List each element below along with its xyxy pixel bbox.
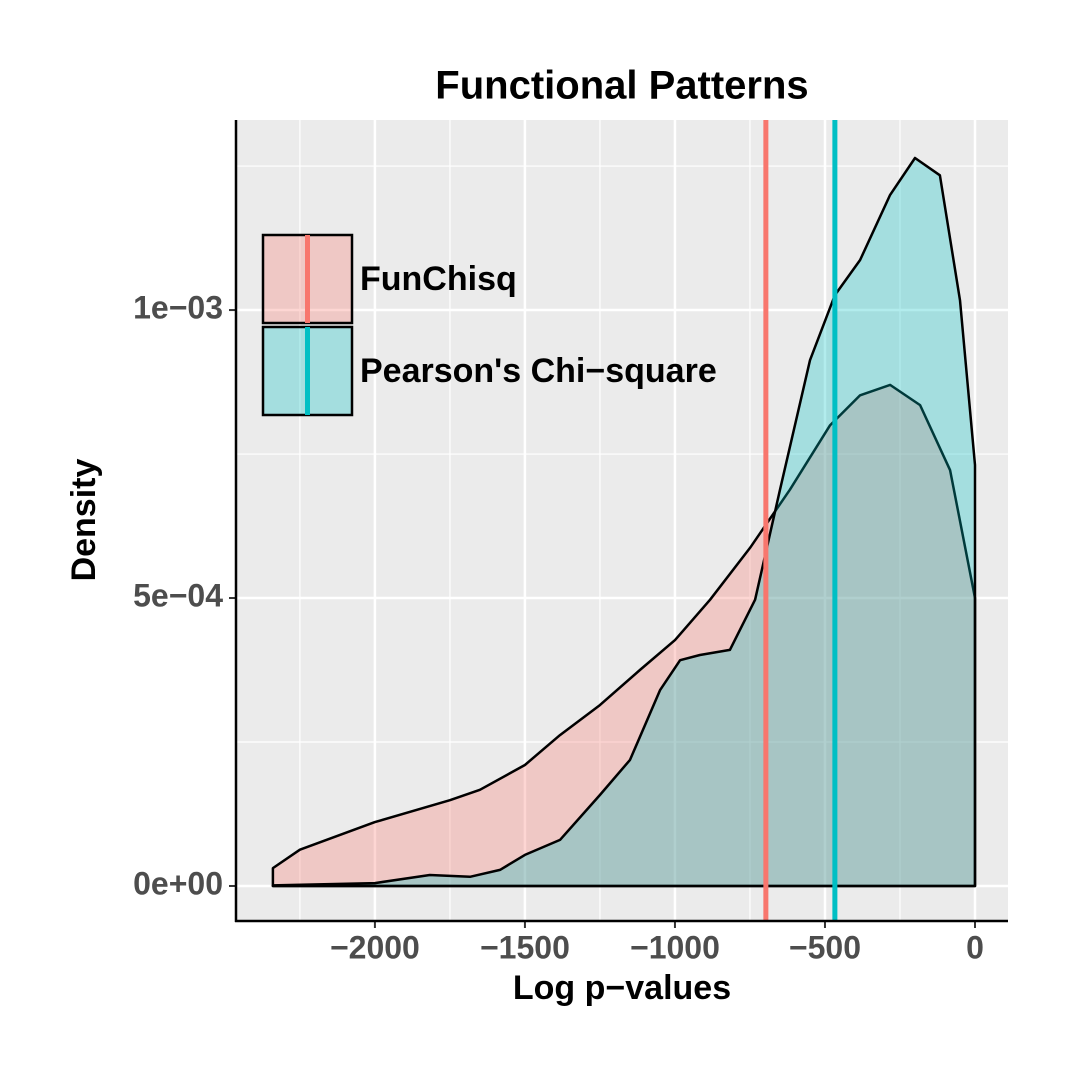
x-tick-label: −500 <box>789 929 861 965</box>
y-tick-label: 5e−04 <box>133 577 223 613</box>
legend-label: Pearson's Chi−square <box>360 352 717 390</box>
plot-area <box>271 120 977 921</box>
chart-title: Functional Patterns <box>435 64 808 108</box>
legend: FunChisq Pearson's Chi−square <box>261 233 717 417</box>
x-tick-label: −1500 <box>480 929 570 965</box>
x-axis-title: Log p−values <box>513 969 731 1007</box>
y-tick-label: 0e+00 <box>133 865 223 901</box>
axes: −2000 −1500 −1000 −500 0 0e+00 5e−04 1e−03 <box>133 120 1008 965</box>
legend-label: FunChisq <box>360 260 517 298</box>
y-axis-title: Density <box>65 459 103 582</box>
y-tick-label: 1e−03 <box>133 290 223 326</box>
x-tick-label: −2000 <box>330 929 420 965</box>
x-tick-label: 0 <box>966 929 984 965</box>
density-area <box>271 383 977 888</box>
x-tick-label: −1000 <box>630 929 720 965</box>
panel <box>236 120 1008 921</box>
density-area <box>271 156 977 888</box>
